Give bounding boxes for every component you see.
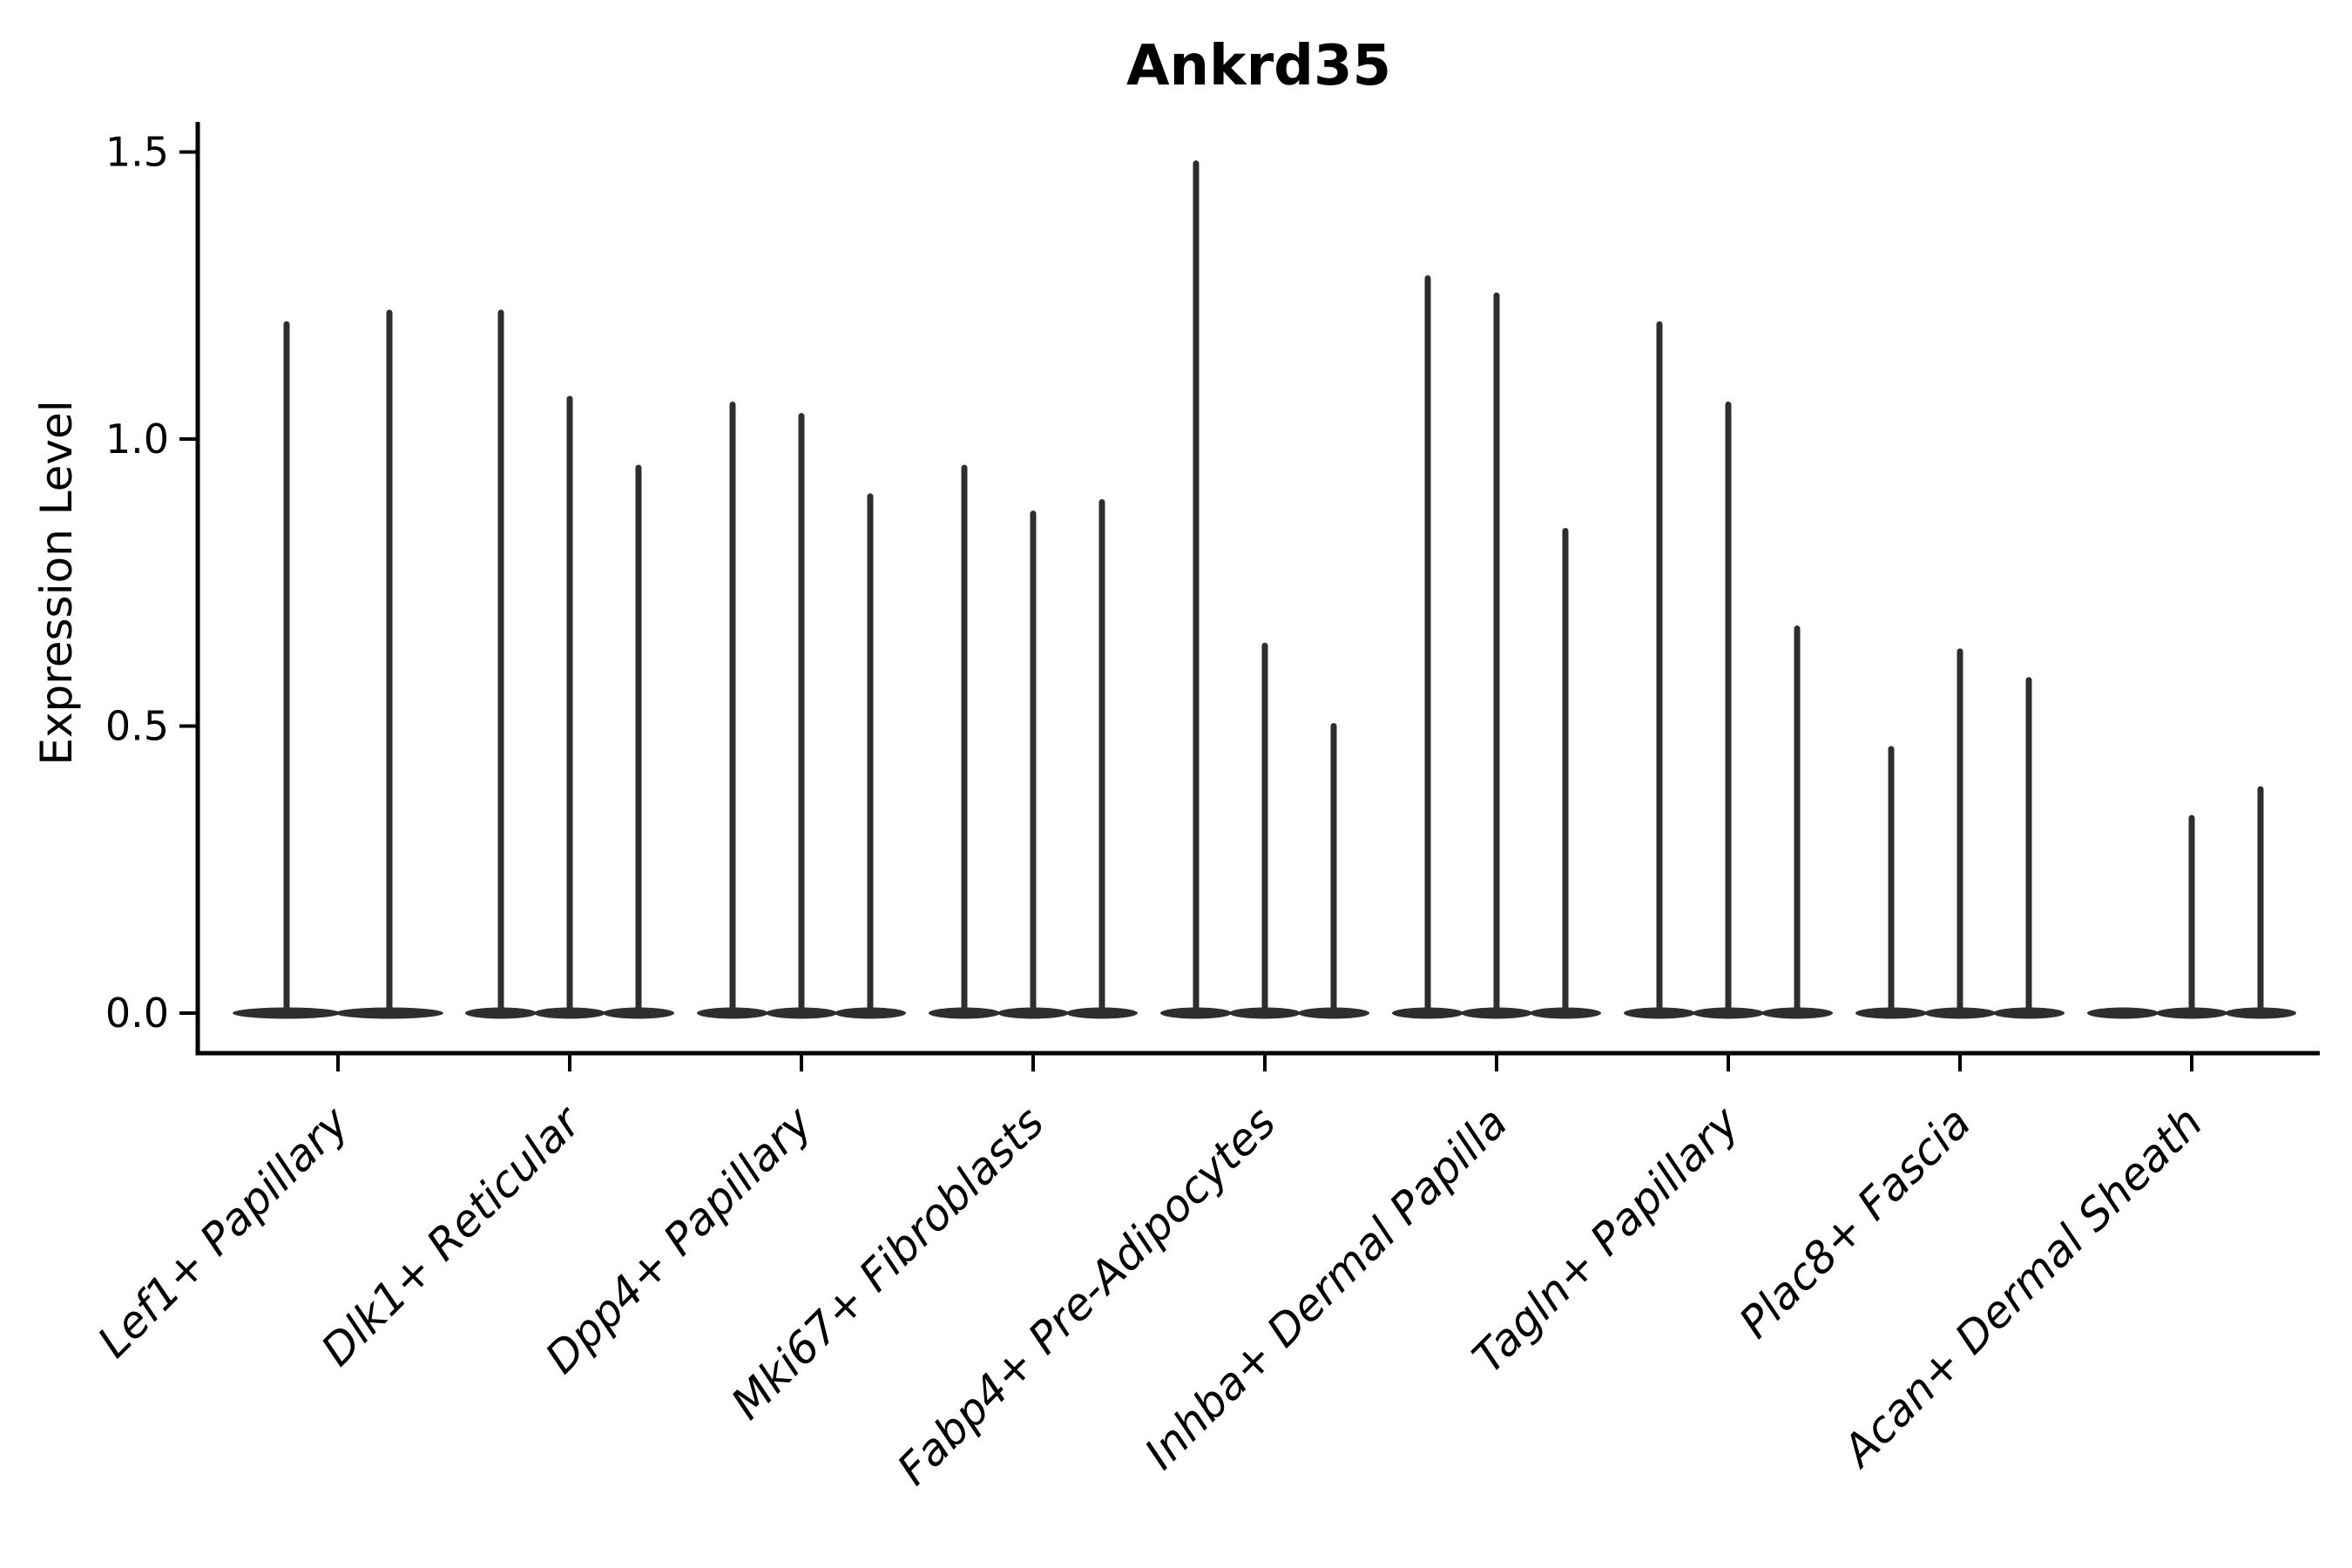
x-tick-label: Plac8+ Fascia	[1730, 1097, 1981, 1348]
violin-group	[1624, 321, 1833, 1019]
y-axis-title: Expression Level	[31, 400, 82, 765]
y-tick-label: 1.5	[105, 129, 169, 176]
y-tick-label: 0.0	[105, 990, 169, 1037]
x-tick-label: Lef1+ Papillary	[88, 1096, 359, 1367]
violin-group	[929, 464, 1138, 1019]
y-axis: 0.0 0.5 1.0 1.5	[105, 129, 198, 1037]
violin-group	[1855, 648, 2065, 1019]
chart-title: Ankrd35	[1126, 34, 1391, 98]
violin-group	[465, 309, 674, 1019]
violins-layer	[233, 160, 2296, 1019]
y-tick-label: 1.0	[105, 416, 169, 463]
violin-group	[1160, 160, 1369, 1019]
violin-group	[233, 309, 443, 1019]
violin-group	[697, 401, 906, 1019]
violin-group	[2087, 786, 2296, 1019]
violin-body	[2087, 1007, 2159, 1019]
y-tick-label: 0.5	[105, 703, 169, 750]
x-tick-label: Fabp4+ Pre-Adipocytes	[888, 1097, 1286, 1495]
violin-group	[1392, 274, 1601, 1019]
axis-spines	[195, 122, 2320, 1056]
